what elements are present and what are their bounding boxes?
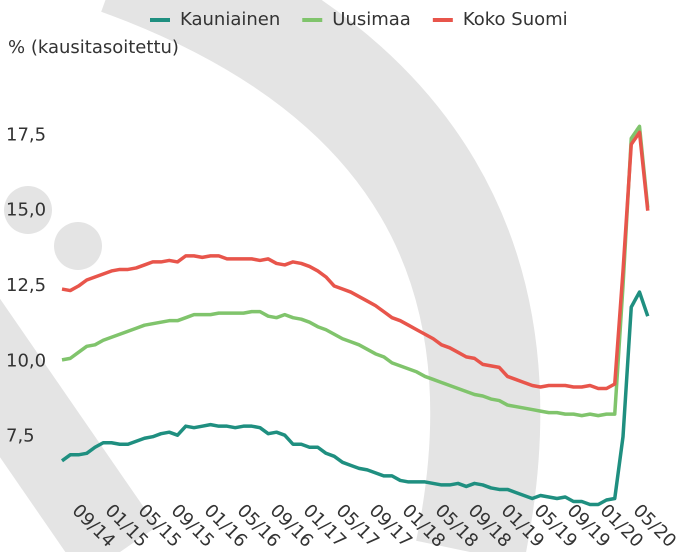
legend-label: Uusimaa (332, 9, 411, 30)
y-axis-label: % (kausitasoitettu) (8, 37, 179, 58)
watermark-stroke (0, 298, 158, 552)
watermark-dot (4, 186, 52, 234)
watermark-arc (101, 0, 541, 552)
legend: Kauniainen Uusimaa Koko Suomi (150, 9, 568, 30)
y-tick-label: 15,0 (6, 200, 46, 221)
watermark (0, 0, 541, 552)
y-tick-label: 12,5 (6, 275, 46, 296)
legend-label: Koko Suomi (463, 9, 568, 30)
legend-label: Kauniainen (180, 9, 280, 30)
series-line (61, 130, 650, 391)
y-tick-label: 17,5 (6, 124, 46, 145)
series-line (61, 124, 650, 418)
watermark-dot (54, 222, 102, 270)
series-line (60, 290, 650, 507)
y-tick-label: 10,0 (6, 350, 46, 371)
y-tick-label: 7,5 (6, 426, 35, 447)
